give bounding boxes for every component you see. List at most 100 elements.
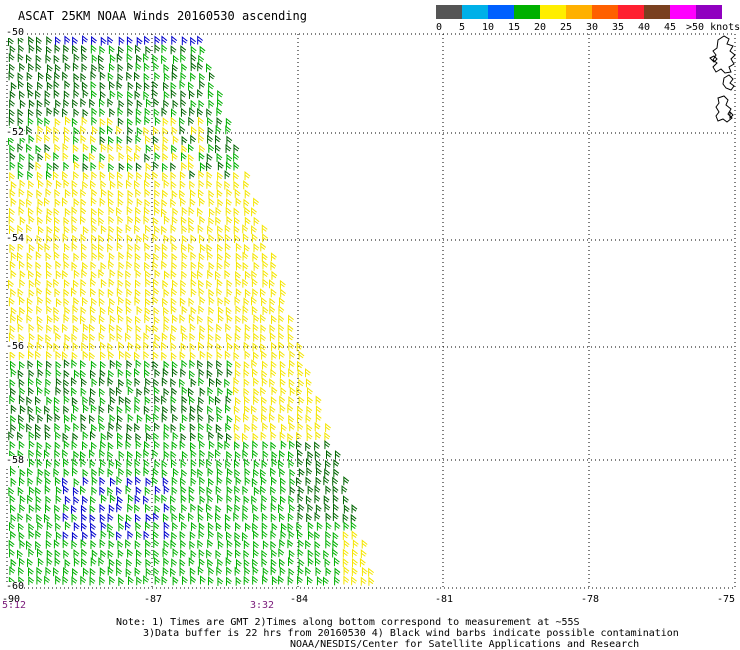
wind-barb bbox=[19, 198, 26, 208]
wind-barb bbox=[170, 423, 177, 433]
wind-barb bbox=[127, 189, 134, 199]
wind-barb bbox=[251, 225, 257, 235]
wind-barb bbox=[134, 152, 140, 162]
wind-barb bbox=[280, 530, 287, 540]
wind-barb bbox=[36, 449, 43, 459]
wind-barb bbox=[260, 242, 267, 252]
wind-barb bbox=[126, 135, 133, 145]
wind-barb bbox=[46, 279, 53, 289]
wind-barb bbox=[45, 459, 52, 469]
wind-barb bbox=[125, 270, 132, 280]
wind-barb bbox=[28, 161, 35, 171]
wind-barb bbox=[99, 152, 106, 163]
wind-barb bbox=[116, 171, 123, 181]
wind-barb bbox=[8, 521, 15, 531]
wind-barb bbox=[45, 125, 52, 135]
wind-barb bbox=[217, 494, 223, 504]
wind-barb bbox=[225, 206, 232, 216]
wind-barb bbox=[171, 486, 178, 496]
wind-barb bbox=[116, 503, 123, 513]
wind-barb bbox=[107, 72, 114, 82]
wind-barb bbox=[234, 450, 241, 460]
wind-barb bbox=[63, 134, 70, 144]
wind-barb bbox=[305, 495, 312, 505]
wind-barb bbox=[206, 458, 213, 468]
wind-barb bbox=[215, 512, 221, 522]
wind-barb bbox=[135, 439, 142, 450]
wind-barb bbox=[9, 351, 16, 361]
wind-barb bbox=[179, 189, 186, 199]
wind-barb bbox=[100, 323, 106, 334]
wind-barb bbox=[298, 539, 305, 549]
wind-barb bbox=[28, 341, 35, 351]
wind-barb bbox=[80, 198, 87, 208]
wind-barb bbox=[35, 261, 42, 271]
wind-barb bbox=[62, 531, 69, 541]
wind-barb bbox=[163, 81, 169, 91]
wind-barb bbox=[44, 513, 50, 523]
wind-barb bbox=[179, 558, 186, 568]
wind-barb bbox=[279, 450, 285, 460]
wind-barb bbox=[8, 52, 15, 63]
wind-barb bbox=[297, 413, 303, 423]
wind-barb bbox=[80, 206, 87, 216]
wind-barb bbox=[63, 440, 70, 450]
wind-barb bbox=[127, 126, 134, 136]
wind-barb bbox=[172, 548, 179, 558]
wind-barb bbox=[270, 431, 277, 441]
wind-barb bbox=[235, 315, 242, 325]
wind-barb bbox=[71, 359, 78, 369]
wind-barb bbox=[179, 297, 186, 307]
wind-barb bbox=[244, 288, 251, 298]
wind-barb bbox=[199, 234, 205, 244]
wind-barb bbox=[262, 278, 269, 288]
wind-barb bbox=[108, 44, 115, 55]
wind-barb bbox=[126, 359, 133, 369]
wind-barb bbox=[235, 360, 241, 370]
lat-label-52: -52 bbox=[6, 127, 25, 138]
wind-barb bbox=[279, 395, 286, 405]
wind-barb bbox=[126, 251, 133, 261]
wind-barb bbox=[351, 530, 358, 540]
wind-barb bbox=[64, 306, 71, 316]
wind-barb bbox=[18, 351, 25, 361]
wind-barb bbox=[135, 359, 142, 369]
wind-barb bbox=[333, 459, 340, 469]
wind-barb bbox=[53, 567, 59, 577]
wind-barb bbox=[207, 333, 214, 343]
wind-barb bbox=[116, 287, 123, 297]
wind-barb bbox=[181, 243, 187, 253]
wind-barb bbox=[242, 251, 249, 261]
wind-barb bbox=[37, 179, 44, 189]
wind-barb bbox=[208, 81, 214, 91]
wind-barb bbox=[208, 197, 215, 207]
wind-barb bbox=[216, 467, 223, 477]
wind-barb bbox=[134, 540, 141, 550]
wind-barb bbox=[190, 432, 196, 442]
wind-barb bbox=[279, 431, 286, 441]
wind-barb bbox=[82, 395, 89, 406]
wind-barb bbox=[63, 44, 70, 54]
wind-barb bbox=[108, 63, 115, 73]
wind-barb bbox=[145, 423, 152, 433]
wind-barb bbox=[63, 126, 70, 136]
wind-barb bbox=[314, 549, 321, 559]
wind-barb bbox=[252, 566, 259, 576]
wind-barb bbox=[98, 234, 105, 244]
wind-barb bbox=[181, 395, 188, 405]
wind-barb bbox=[197, 224, 204, 234]
wind-barb bbox=[217, 540, 224, 550]
wind-barb bbox=[117, 432, 123, 442]
wind-barb bbox=[215, 270, 221, 280]
wind-barb bbox=[208, 261, 215, 271]
wind-barb bbox=[360, 576, 367, 586]
wind-barb bbox=[315, 459, 322, 469]
wind-barb bbox=[127, 98, 134, 108]
legend-label-0: 0 bbox=[436, 22, 443, 33]
wind-barb bbox=[289, 350, 296, 360]
wind-barb bbox=[324, 468, 331, 478]
wind-barb bbox=[172, 207, 179, 217]
wind-barb bbox=[226, 215, 233, 225]
wind-barb bbox=[243, 387, 250, 397]
wind-barb bbox=[181, 450, 188, 460]
